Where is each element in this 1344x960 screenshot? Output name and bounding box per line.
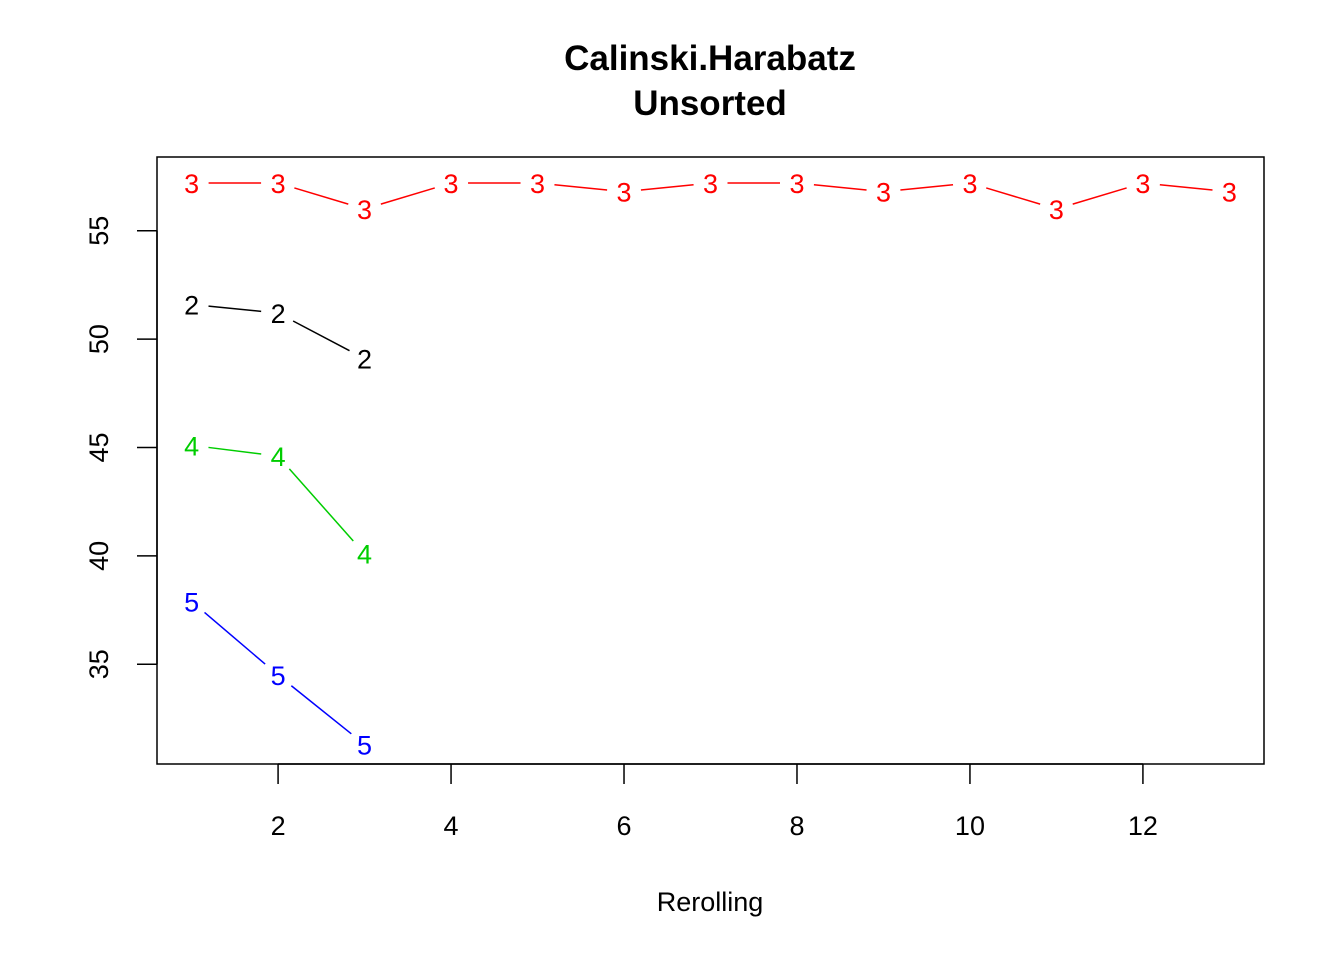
series-segment xyxy=(1159,183,1213,191)
data-point: 2 xyxy=(184,290,199,320)
series-segment xyxy=(1072,187,1127,205)
plot-frame xyxy=(156,156,1265,765)
chart-subtitle: Unsorted xyxy=(633,84,787,123)
y-axis: 35 40 45 50 55 xyxy=(84,216,158,679)
series-2: 2 2 2 xyxy=(184,290,372,374)
data-point: 5 xyxy=(271,661,286,691)
data-point: 3 xyxy=(876,178,891,208)
data-point: 3 xyxy=(1135,169,1150,199)
data-point: 3 xyxy=(357,195,372,225)
x-tick-label: 10 xyxy=(955,811,985,841)
series-3: 3 3 3 3 3 3 3 3 3 3 3 3 3 xyxy=(184,169,1237,225)
data-point: 3 xyxy=(962,169,977,199)
series-segment xyxy=(292,320,350,352)
chart-title: Calinski.Harabatz xyxy=(564,39,856,78)
data-point: 3 xyxy=(703,169,718,199)
series-segment xyxy=(813,183,867,191)
data-point: 4 xyxy=(357,540,372,570)
series-segment xyxy=(208,305,262,313)
series-segment xyxy=(204,611,266,665)
data-point: 3 xyxy=(1222,178,1237,208)
data-point: 4 xyxy=(271,442,286,472)
x-axis: 2 4 6 8 10 12 xyxy=(271,763,1158,841)
x-tick-label: 4 xyxy=(444,811,459,841)
y-tick-label: 55 xyxy=(84,216,114,246)
data-point: 3 xyxy=(530,169,545,199)
series-segment xyxy=(640,183,694,191)
series-segment xyxy=(900,183,954,191)
series-segment xyxy=(554,183,608,191)
x-tick-label: 2 xyxy=(271,811,286,841)
series-segment xyxy=(380,187,435,205)
series-segment xyxy=(208,446,262,455)
data-point: 3 xyxy=(444,169,459,199)
data-point: 3 xyxy=(1049,195,1064,225)
x-tick-label: 6 xyxy=(617,811,632,841)
x-axis-label: Rerolling xyxy=(657,887,764,917)
data-point: 3 xyxy=(184,169,199,199)
series-segment xyxy=(986,187,1041,205)
y-tick-label: 35 xyxy=(84,649,114,679)
data-point: 2 xyxy=(357,345,372,375)
y-tick-label: 50 xyxy=(84,324,114,354)
y-tick-label: 45 xyxy=(84,432,114,462)
x-tick-label: 8 xyxy=(789,811,804,841)
data-point: 5 xyxy=(357,730,372,760)
series-4: 4 4 4 xyxy=(184,431,372,569)
data-point: 2 xyxy=(271,299,286,329)
data-point: 5 xyxy=(184,587,199,617)
series-5: 5 5 5 xyxy=(184,587,372,760)
series-segment xyxy=(288,468,354,542)
series-segment xyxy=(290,685,352,735)
series-segment xyxy=(294,187,349,205)
data-point: 3 xyxy=(789,169,804,199)
series-layer: 2 2 2 3 3 3 3 3 3 3 3 3 3 3 3 3 4 4 4 5 5 5 xyxy=(184,169,1237,760)
data-point: 4 xyxy=(184,431,199,461)
data-point: 3 xyxy=(617,178,632,208)
x-tick-label: 12 xyxy=(1128,811,1158,841)
data-point: 3 xyxy=(271,169,286,199)
y-tick-label: 40 xyxy=(84,541,114,571)
